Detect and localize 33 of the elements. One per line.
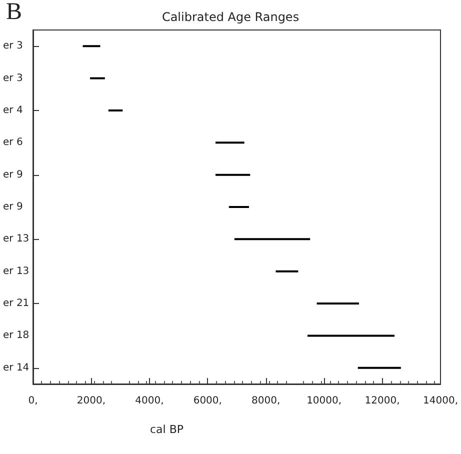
bar (216, 174, 250, 176)
x-tick-label: 4000, (135, 396, 164, 406)
bar (216, 142, 244, 144)
text: B (6, 0, 22, 25)
x-tick-label: 8000, (252, 396, 280, 406)
bar (234, 238, 310, 240)
y-tick-label: er 18 (3, 330, 30, 342)
x-tick-label: 14000, (423, 396, 458, 406)
y-tick-label: er 21 (3, 298, 30, 310)
bar (276, 270, 298, 272)
y-tick-label: er 6 (3, 137, 23, 148)
x-axis-title: cal BP (150, 423, 184, 436)
bar (307, 334, 395, 337)
bar (108, 109, 123, 112)
y-tick-label: er 13 (3, 234, 30, 245)
bar (228, 206, 249, 208)
bar (358, 366, 401, 369)
y-tick-label: er 3 (3, 72, 23, 84)
y-tick-label: er 9 (3, 169, 23, 180)
bar (90, 77, 105, 80)
chart-title: Calibrated Age Ranges (162, 10, 300, 24)
y-tick-label: er 14 (3, 362, 30, 374)
x-tick-label: 10000, (306, 396, 342, 406)
y-tick-label: er 3 (3, 40, 23, 52)
x-tick-label: 6000, (193, 396, 222, 406)
y-tick-label: er 4 (3, 104, 23, 116)
x-tick-label: 12000, (364, 396, 400, 406)
x-tick-label: 2000, (76, 396, 106, 406)
bar (82, 45, 100, 48)
x-tick-label: 0, (28, 396, 38, 406)
bar (316, 302, 360, 305)
y-tick-label: er 9 (3, 202, 23, 212)
y-tick-label: er 13 (3, 266, 30, 277)
